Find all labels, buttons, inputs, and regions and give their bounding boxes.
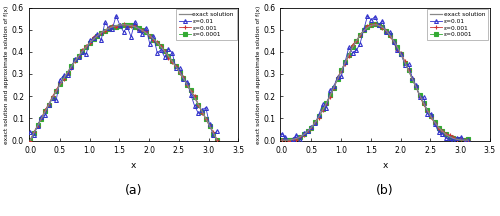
Line: e=0.0001: e=0.0001 <box>280 23 470 142</box>
e=0.001 <box>338 70 344 72</box>
e=0.0001 <box>372 23 378 25</box>
e=0.0001 <box>87 41 93 44</box>
exact solution <box>466 139 471 141</box>
e=0.01 <box>342 60 348 63</box>
e=0.001 <box>214 138 220 141</box>
exact solution <box>197 106 203 109</box>
Line: e=0.001: e=0.001 <box>280 22 470 144</box>
e=0.001 <box>324 103 330 105</box>
e=0.001 <box>462 139 468 141</box>
exact solution <box>278 139 284 141</box>
e=0.01 <box>113 14 119 17</box>
exact solution <box>214 139 220 141</box>
e=0.0001 <box>27 139 33 141</box>
e=0.001 <box>68 67 74 69</box>
e=0.01 <box>410 77 416 79</box>
exact solution <box>120 24 126 26</box>
Y-axis label: exact solution and approximate solution of f(x): exact solution and approximate solution … <box>4 5 9 144</box>
exact solution <box>394 44 400 47</box>
e=0.0001 <box>462 139 468 142</box>
e=0.01 <box>206 123 212 126</box>
e=0.001 <box>120 23 126 26</box>
exact solution <box>139 29 145 32</box>
e=0.0001 <box>210 132 216 135</box>
e=0.01 <box>27 131 33 133</box>
Y-axis label: exact solution and approximate solution of f(x): exact solution and approximate solution … <box>256 5 260 144</box>
e=0.001 <box>166 56 172 59</box>
Line: e=0.001: e=0.001 <box>28 22 219 143</box>
exact solution <box>27 139 33 141</box>
e=0.01 <box>420 96 426 98</box>
e=0.0001 <box>83 46 89 48</box>
e=0.0001 <box>320 108 326 111</box>
X-axis label: x: x <box>382 161 388 170</box>
Text: (a): (a) <box>125 184 142 197</box>
e=0.0001 <box>338 69 344 71</box>
e=0.0001 <box>417 94 423 97</box>
e=0.001 <box>342 63 348 65</box>
e=0.001 <box>420 103 426 106</box>
X-axis label: x: x <box>131 161 136 170</box>
e=0.001 <box>372 23 378 25</box>
e=0.0001 <box>166 54 172 57</box>
e=0.001 <box>27 140 33 142</box>
Line: e=0.0001: e=0.0001 <box>28 23 218 142</box>
exact solution <box>436 127 442 130</box>
exact solution <box>448 136 454 139</box>
e=0.001 <box>83 45 89 48</box>
Line: exact solution: exact solution <box>282 25 469 140</box>
e=0.01 <box>87 39 93 41</box>
e=0.01 <box>466 139 471 142</box>
e=0.001 <box>282 141 288 143</box>
exact solution <box>279 139 285 141</box>
e=0.001 <box>154 41 160 44</box>
Line: e=0.01: e=0.01 <box>28 14 219 137</box>
e=0.01 <box>214 130 220 132</box>
exact solution <box>372 24 378 26</box>
e=0.001 <box>87 41 93 44</box>
Line: e=0.01: e=0.01 <box>280 14 470 149</box>
e=0.01 <box>364 14 370 17</box>
Legend: exact solution, ε=0.01, ε=0.001, ε=0.0001: exact solution, ε=0.01, ε=0.001, ε=0.000… <box>428 10 488 40</box>
Text: (b): (b) <box>376 184 394 197</box>
e=0.001 <box>466 138 471 141</box>
exact solution <box>28 138 34 140</box>
e=0.01 <box>154 51 160 54</box>
e=0.01 <box>286 146 292 149</box>
exact solution <box>138 29 144 31</box>
e=0.001 <box>410 77 416 80</box>
e=0.001 <box>210 131 216 133</box>
exact solution <box>390 38 396 41</box>
exact solution <box>390 39 396 42</box>
e=0.01 <box>324 106 330 109</box>
e=0.0001 <box>278 138 284 141</box>
e=0.0001 <box>466 138 471 141</box>
e=0.01 <box>278 132 284 135</box>
e=0.0001 <box>334 77 340 80</box>
exact solution <box>142 31 148 33</box>
e=0.0001 <box>214 139 220 142</box>
e=0.01 <box>210 134 216 137</box>
e=0.01 <box>462 140 468 142</box>
e=0.0001 <box>154 41 160 44</box>
e=0.01 <box>83 52 89 55</box>
e=0.0001 <box>406 69 411 71</box>
e=0.0001 <box>68 65 74 67</box>
Line: exact solution: exact solution <box>30 25 217 140</box>
e=0.01 <box>338 75 344 78</box>
e=0.0001 <box>120 23 126 26</box>
exact solution <box>186 85 192 88</box>
Legend: exact solution, ε=0.01, ε=0.001, ε=0.0001: exact solution, ε=0.01, ε=0.001, ε=0.000… <box>176 10 236 40</box>
e=0.001 <box>278 139 284 141</box>
e=0.01 <box>166 48 172 50</box>
e=0.01 <box>68 66 74 69</box>
e=0.0001 <box>458 139 464 142</box>
